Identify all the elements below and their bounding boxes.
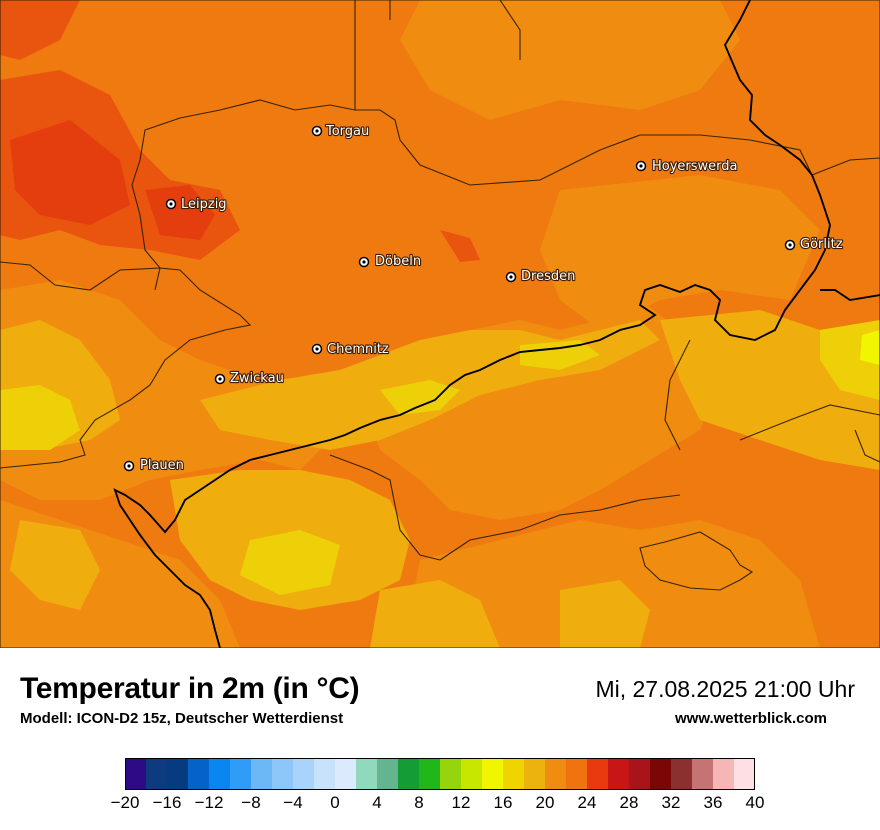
district-borders xyxy=(0,0,880,648)
city-label-chemnitz: Chemnitz xyxy=(327,342,389,357)
model-source: Modell: ICON-D2 15z, Deutscher Wetterdie… xyxy=(20,710,344,727)
legend-swatch xyxy=(293,758,315,790)
legend-swatch xyxy=(608,758,630,790)
legend-swatch xyxy=(503,758,525,790)
legend-tick-label: 40 xyxy=(745,793,765,812)
legend-tick-label: 12 xyxy=(451,793,471,812)
legend-swatch xyxy=(713,758,735,790)
legend-swatch xyxy=(524,758,546,790)
color-legend xyxy=(125,758,755,790)
legend-tick-label: 0 xyxy=(330,793,340,812)
legend-tick-label: −16 xyxy=(152,793,182,812)
map-title: Temperatur in 2m (in °C) xyxy=(20,672,360,705)
city-label-doebeln: Döbeln xyxy=(375,254,421,269)
legend-ticks: −20 −16 −12 −8 −4 0 4 8 12 16 20 24 28 32 36 40 xyxy=(0,793,880,817)
city-label-hoyerswerda: Hoyerswerda xyxy=(652,159,738,174)
state-borders xyxy=(113,0,880,648)
legend-swatch xyxy=(377,758,399,790)
legend-swatch xyxy=(230,758,252,790)
city-label-goerlitz: Görlitz xyxy=(800,237,843,252)
legend-tick-label: 20 xyxy=(535,793,555,812)
city-label-plauen: Plauen xyxy=(140,458,184,473)
legend-tick-label: −4 xyxy=(283,793,303,812)
legend-swatch xyxy=(251,758,273,790)
legend-swatch xyxy=(419,758,441,790)
legend-tick-label: 8 xyxy=(414,793,424,812)
city-dresden: Dresden xyxy=(505,268,576,285)
legend-tick-label: −8 xyxy=(241,793,261,812)
legend-swatch xyxy=(587,758,609,790)
legend-swatch xyxy=(335,758,357,790)
legend-tick-label: −12 xyxy=(194,793,224,812)
legend-tick-label: 36 xyxy=(703,793,723,812)
valid-datetime: Mi, 27.08.2025 21:00 Uhr xyxy=(595,676,855,702)
legend-tick-label: 28 xyxy=(619,793,639,812)
city-goerlitz: Görlitz xyxy=(784,236,844,253)
legend-swatch xyxy=(314,758,336,790)
legend-swatch xyxy=(146,758,168,790)
city-zwickau: Zwickau xyxy=(214,370,285,387)
city-hoyerswerda: Hoyerswerda xyxy=(635,158,739,175)
legend-swatch xyxy=(125,758,147,790)
legend-swatch xyxy=(188,758,210,790)
temperature-map: Torgau Hoyerswerda Leipzig Görlitz Döbel xyxy=(0,0,880,648)
legend-swatch xyxy=(272,758,294,790)
legend-swatch xyxy=(398,758,420,790)
legend-tick-label: 16 xyxy=(493,793,513,812)
city-label-dresden: Dresden xyxy=(521,269,575,284)
legend-swatch xyxy=(461,758,483,790)
legend-tick-label: 32 xyxy=(661,793,681,812)
legend-swatch xyxy=(671,758,693,790)
legend-tick-label: −20 xyxy=(110,793,140,812)
legend-swatch xyxy=(482,758,504,790)
legend-swatch xyxy=(629,758,651,790)
legend-swatch xyxy=(734,758,755,790)
coolest-spot xyxy=(860,330,880,365)
legend-swatch xyxy=(650,758,672,790)
legend-swatch xyxy=(356,758,378,790)
website-link[interactable]: www.wetterblick.com xyxy=(675,710,827,727)
city-label-leipzig: Leipzig xyxy=(181,197,227,212)
legend-swatch xyxy=(167,758,189,790)
legend-tick-label: 24 xyxy=(577,793,597,812)
map-canvas: Torgau Hoyerswerda Leipzig Görlitz Döbel xyxy=(0,0,880,648)
city-leipzig: Leipzig xyxy=(165,196,228,213)
legend-swatch xyxy=(692,758,714,790)
legend-swatch xyxy=(566,758,588,790)
legend-border xyxy=(125,758,755,790)
city-chemnitz: Chemnitz xyxy=(311,341,390,358)
legend-tick-label: 4 xyxy=(372,793,382,812)
legend-swatch xyxy=(440,758,462,790)
city-label-zwickau: Zwickau xyxy=(230,371,284,386)
legend-swatch xyxy=(209,758,231,790)
city-plauen: Plauen xyxy=(123,457,185,474)
map-footer: Temperatur in 2m (in °C) Modell: ICON-D2… xyxy=(0,648,880,830)
city-doebeln: Döbeln xyxy=(358,253,422,270)
city-markers: Torgau Hoyerswerda Leipzig Görlitz Döbel xyxy=(123,123,844,474)
legend-swatch xyxy=(545,758,567,790)
city-label-torgau: Torgau xyxy=(325,124,369,139)
city-torgau: Torgau xyxy=(311,123,370,140)
